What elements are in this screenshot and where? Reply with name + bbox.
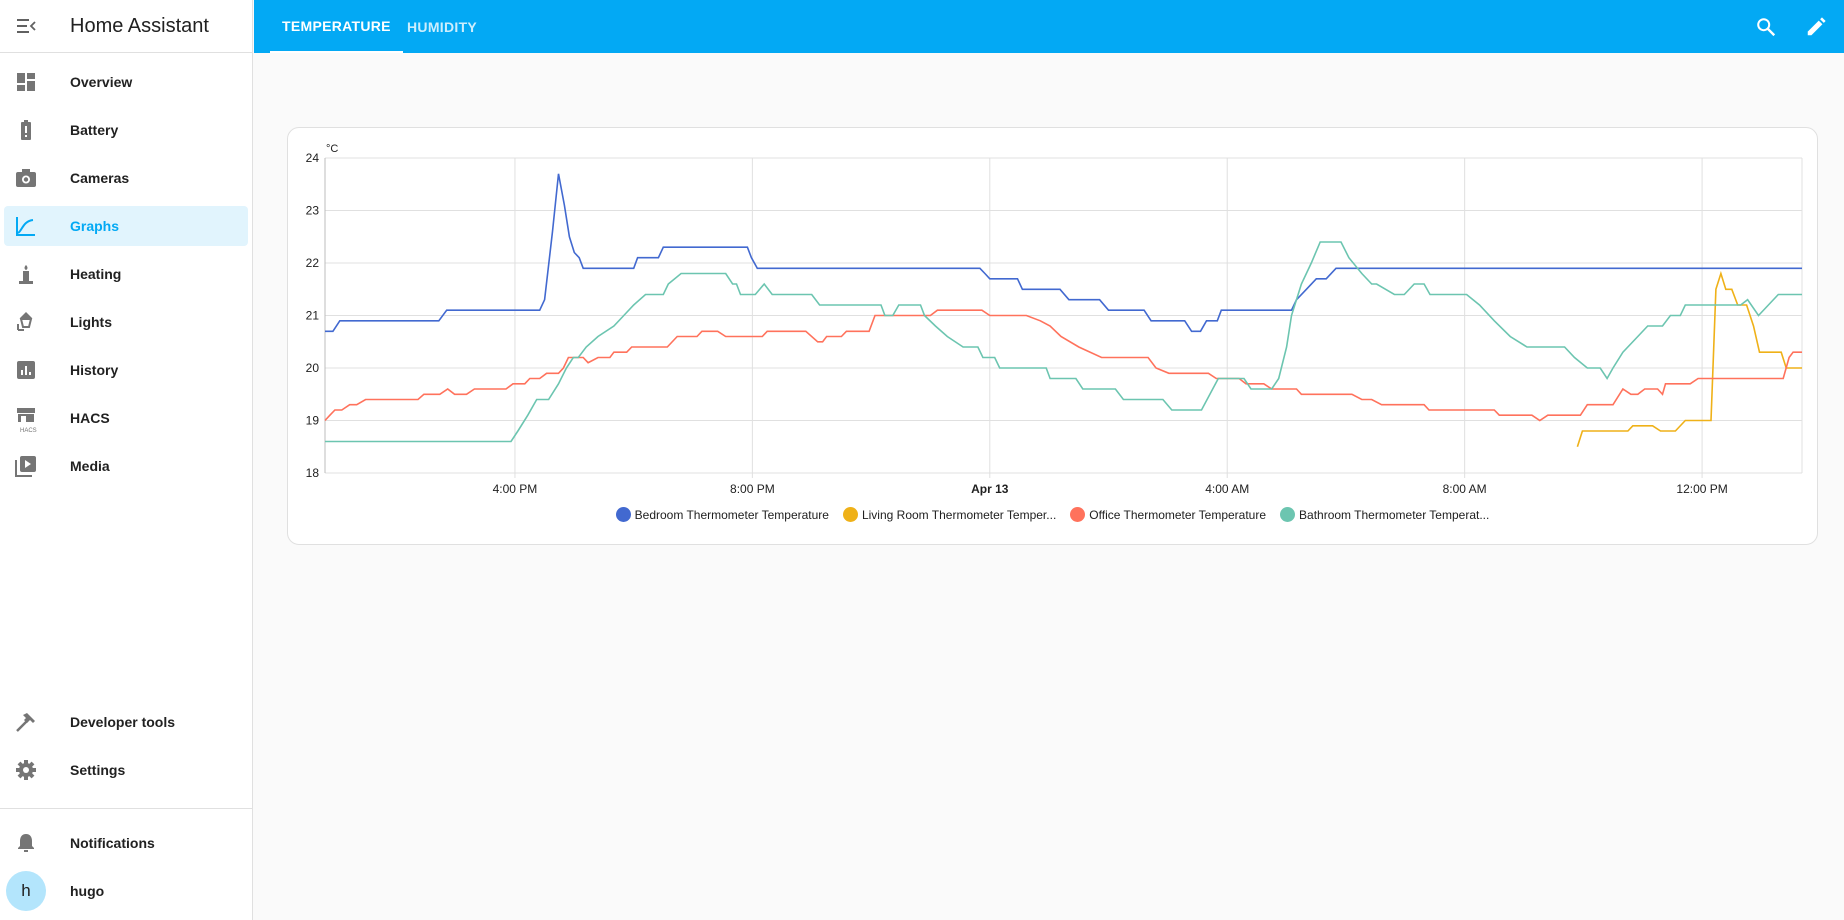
sidebar-item-graphs[interactable]: Graphs	[4, 206, 248, 246]
x-tick-label: 12:00 PM	[1676, 482, 1727, 496]
legend-item[interactable]: Office Thermometer Temperature	[1070, 507, 1266, 522]
camera-icon	[4, 166, 48, 190]
x-tick-label: 4:00 AM	[1205, 482, 1249, 496]
legend-label: Bedroom Thermometer Temperature	[634, 507, 829, 522]
chart-line-icon	[4, 214, 48, 238]
tab-humidity[interactable]: HUMIDITY	[407, 18, 478, 35]
y-tick-label: 24	[306, 151, 320, 165]
hammer-icon	[4, 710, 48, 734]
sidebar-item-label: HACS	[70, 410, 110, 426]
user-name: hugo	[70, 883, 105, 899]
x-tick-label: Apr 13	[971, 482, 1009, 496]
x-tick-label: 4:00 PM	[493, 482, 538, 496]
legend-swatch	[1070, 507, 1086, 522]
sidebar-item-cameras[interactable]: Cameras	[4, 158, 248, 198]
x-tick-label: 8:00 PM	[730, 482, 775, 496]
y-axis-unit: °C	[326, 143, 338, 155]
sidebar-item-settings[interactable]: Settings	[4, 750, 248, 790]
outdoor-lamp-icon	[4, 310, 48, 334]
y-tick-label: 18	[306, 466, 320, 480]
legend-item[interactable]: Living Room Thermometer Temper...	[842, 507, 1057, 522]
legend-swatch	[842, 507, 858, 522]
sidebar-item-battery[interactable]: Battery	[4, 110, 248, 150]
view-dashboard-icon	[4, 70, 48, 94]
sidebar-item-label: Media	[70, 458, 110, 474]
sidebar-item-media[interactable]: Media	[4, 446, 248, 486]
sidebar-item-hacs[interactable]: HACS HACS	[4, 398, 248, 438]
sidebar-item-label: Heating	[70, 266, 122, 282]
sidebar-item-notifications[interactable]: Notifications	[4, 823, 248, 863]
sidebar-header: Home Assistant	[0, 0, 252, 53]
avatar: h	[6, 871, 46, 911]
y-tick-label: 20	[306, 361, 320, 375]
sidebar-item-overview[interactable]: Overview	[4, 62, 248, 102]
y-tick-label: 22	[306, 256, 320, 270]
series-line-bathroom-thermometer-temperature	[325, 241, 1802, 443]
sidebar-item-history[interactable]: History	[4, 350, 248, 390]
legend-swatch	[615, 507, 631, 522]
top-bar: TEMPERATURE HUMIDITY	[254, 0, 1844, 53]
sidebar-item-developer-tools[interactable]: Developer tools	[4, 702, 248, 742]
legend-swatch	[1280, 507, 1296, 522]
menu-open-icon	[17, 19, 36, 33]
legend-label: Office Thermometer Temperature	[1089, 507, 1267, 522]
sidebar-item-label: Graphs	[70, 218, 120, 234]
candle-icon	[4, 262, 48, 286]
sidebar-item-label: Settings	[70, 762, 126, 778]
menu-toggle-button[interactable]	[0, 0, 52, 53]
play-box-multiple-icon	[4, 454, 48, 478]
sidebar-item-label: Battery	[70, 122, 119, 138]
series-line-bedroom-thermometer-temperature	[325, 173, 1802, 333]
edit-dashboard-button[interactable]	[1802, 13, 1830, 41]
chart-box-icon	[4, 358, 48, 382]
sidebar-item-label: Cameras	[70, 170, 130, 186]
series-line-office-thermometer-temperature	[324, 309, 1802, 422]
legend-item[interactable]: Bedroom Thermometer Temperature	[615, 507, 829, 522]
y-tick-label: 21	[306, 309, 320, 323]
sidebar-item-label: Overview	[70, 74, 133, 90]
sidebar-item-user[interactable]: h hugo	[4, 871, 248, 911]
sidebar-item-label: Developer tools	[70, 714, 176, 730]
x-tick-label: 8:00 AM	[1443, 482, 1487, 496]
sidebar-item-heating[interactable]: Heating	[4, 254, 248, 294]
history-graph-card	[287, 127, 1818, 545]
sidebar-item-label: Notifications	[70, 835, 155, 851]
battery-alert-icon	[4, 118, 48, 142]
hacs-icon-text: HACS	[20, 428, 37, 434]
gear-icon	[4, 758, 48, 782]
search-button[interactable]	[1752, 13, 1780, 41]
pencil-icon	[1807, 17, 1826, 36]
sidebar: Home Assistant Overview Battery Cameras Gra…	[0, 0, 253, 920]
hacs-icon	[4, 406, 48, 430]
sidebar-item-label: History	[70, 362, 119, 378]
bell-icon	[4, 831, 48, 855]
legend-label: Living Room Thermometer Temper...	[861, 507, 1057, 522]
search-icon	[1757, 18, 1776, 37]
sidebar-divider	[0, 808, 253, 809]
tab-temperature[interactable]: TEMPERATURE	[270, 0, 403, 53]
series-line-living-room-thermometer-temperature	[1576, 270, 1802, 448]
legend-item[interactable]: Bathroom Thermometer Temperat...	[1280, 507, 1489, 522]
chart-legend: Bedroom Thermometer Temperature Living Ro…	[287, 507, 1818, 522]
sidebar-item-label: Lights	[70, 314, 112, 330]
sidebar-item-lights[interactable]: Lights	[4, 302, 248, 342]
legend-label: Bathroom Thermometer Temperat...	[1299, 507, 1490, 522]
y-tick-label: 23	[306, 204, 320, 218]
y-tick-label: 19	[306, 414, 320, 428]
app-title: Home Assistant	[70, 14, 209, 37]
